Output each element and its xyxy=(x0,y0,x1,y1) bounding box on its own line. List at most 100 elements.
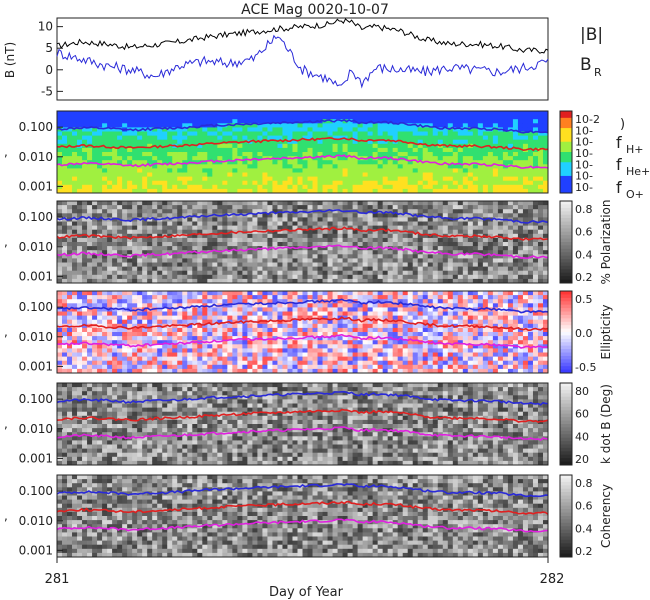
heatmap-cell xyxy=(347,217,353,222)
heatmap-cell xyxy=(57,233,63,239)
heatmap-cell xyxy=(227,307,233,312)
heatmap-cell xyxy=(132,303,138,308)
heatmap-cell xyxy=(77,139,83,145)
heatmap-cell xyxy=(87,115,93,120)
heatmap-cell xyxy=(532,258,539,263)
heatmap-cell xyxy=(167,237,173,243)
heatmap-cell xyxy=(382,131,389,136)
heatmap-cell xyxy=(257,360,263,366)
heatmap-cell xyxy=(432,123,439,128)
heatmap-cell xyxy=(197,258,203,263)
heatmap-cell xyxy=(417,229,424,235)
heatmap-cell xyxy=(277,270,283,276)
heatmap-cell xyxy=(402,201,409,206)
heatmap-cell xyxy=(532,233,539,239)
heatmap-cell xyxy=(97,201,103,206)
heatmap-cell xyxy=(282,147,288,153)
heatmap-cell xyxy=(107,180,113,186)
heatmap-cell xyxy=(222,233,228,239)
heatmap-cell xyxy=(342,188,348,194)
heatmap-cell xyxy=(77,225,83,231)
heatmap-cell xyxy=(157,184,163,190)
heatmap-cell xyxy=(267,262,273,267)
heatmap-cell xyxy=(87,327,93,333)
heatmap-cell xyxy=(282,344,288,349)
colorbar-segment xyxy=(560,279,572,284)
heatmap-cell xyxy=(367,123,374,128)
heatmap-cell xyxy=(477,254,484,259)
heatmap-cell xyxy=(427,115,434,120)
heatmap-cell xyxy=(537,123,544,128)
heatmap-cell xyxy=(122,111,128,116)
colorbar-segment xyxy=(560,189,572,194)
heatmap-cell xyxy=(102,188,108,194)
heatmap-cell xyxy=(447,278,454,284)
heatmap-cell xyxy=(197,172,203,177)
heatmap-cell xyxy=(287,340,293,345)
heatmap-cell xyxy=(272,270,278,276)
heatmap-cell xyxy=(232,225,238,231)
heatmap-cell xyxy=(97,131,103,136)
heatmap-cell xyxy=(307,221,313,226)
heatmap-cell xyxy=(392,217,399,222)
heatmap-cell xyxy=(82,360,88,366)
heatmap-cell xyxy=(87,303,93,308)
heatmap-cell xyxy=(212,127,218,132)
heatmap-cell xyxy=(367,164,374,169)
heatmap-cell xyxy=(82,258,88,263)
heatmap-cell xyxy=(147,356,153,362)
heatmap-cell xyxy=(257,368,263,374)
heatmap-cell xyxy=(442,172,449,177)
heatmap-cell xyxy=(117,254,123,259)
heatmap-cell xyxy=(482,266,489,272)
heatmap-cell xyxy=(277,139,283,145)
heatmap-cell xyxy=(422,164,429,169)
heatmap-cell xyxy=(192,278,198,284)
heatmap-cell xyxy=(187,225,193,231)
heatmap-cell xyxy=(427,176,434,182)
heatmap-cell xyxy=(142,111,148,116)
heatmap-cell xyxy=(507,164,514,169)
heatmap-cell xyxy=(162,348,168,353)
heatmap-cell xyxy=(57,213,63,218)
heatmap-cell xyxy=(97,270,103,276)
heatmap-cell xyxy=(282,336,288,341)
heatmap-cell xyxy=(192,139,198,145)
heatmap-cell xyxy=(272,143,278,149)
heatmap-cell xyxy=(362,172,369,177)
heatmap-cell xyxy=(207,250,213,255)
heatmap-cell xyxy=(312,131,318,136)
heatmap-cell xyxy=(177,270,183,276)
heatmap-cell xyxy=(527,115,534,120)
heatmap-cell xyxy=(362,111,369,116)
heatmap-cell xyxy=(447,188,454,194)
heatmap-cell xyxy=(277,327,283,333)
heatmap-cell xyxy=(162,168,168,173)
heatmap-cell xyxy=(262,340,268,345)
legend-gyrofrequency-subscript: He+ xyxy=(626,165,650,178)
heatmap-cell xyxy=(497,254,504,259)
heatmap-cell xyxy=(297,258,303,263)
heatmap-cell xyxy=(507,188,514,194)
heatmap-cell xyxy=(122,115,128,120)
heatmap-cell xyxy=(112,254,118,259)
heatmap-cell xyxy=(117,143,123,149)
heatmap-cell xyxy=(97,262,103,267)
heatmap-cell xyxy=(327,217,333,222)
heatmap-cell xyxy=(407,209,414,214)
heatmap-cell xyxy=(327,184,333,190)
heatmap-cell xyxy=(72,139,78,145)
heatmap-cell xyxy=(382,217,389,222)
heatmap-cell xyxy=(272,172,278,177)
heatmap-cell xyxy=(492,160,499,165)
heatmap-cell xyxy=(62,213,68,218)
heatmap-cell xyxy=(97,246,103,251)
heatmap-cell xyxy=(282,278,288,284)
heatmap-cell xyxy=(177,336,183,341)
heatmap-cell xyxy=(457,160,464,165)
heatmap-cell xyxy=(357,270,364,276)
heatmap-cell xyxy=(462,262,469,267)
heatmap-cell xyxy=(502,147,509,153)
heatmap-cell xyxy=(92,180,98,186)
heatmap-cell xyxy=(157,201,163,206)
